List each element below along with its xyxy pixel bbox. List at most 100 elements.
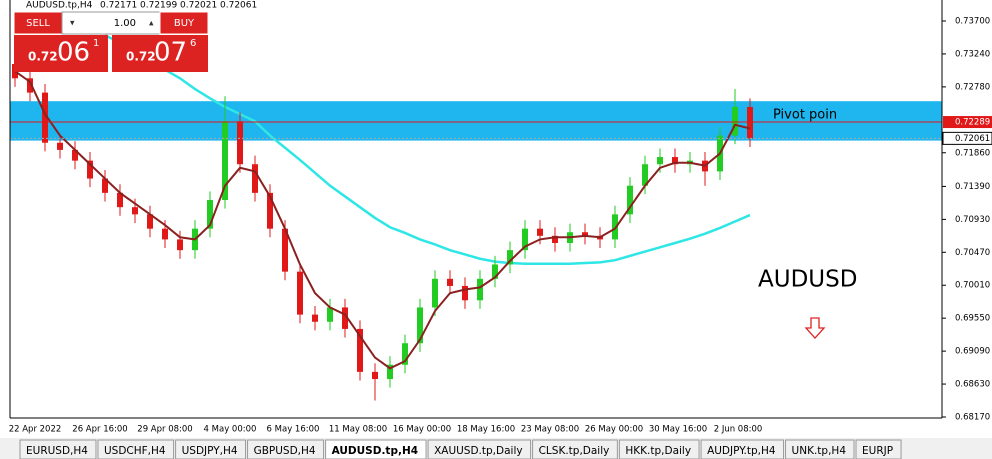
tab-label: USDJPY,H4 bbox=[182, 445, 238, 457]
symbol-annotation: AUDUSD bbox=[758, 267, 857, 293]
tabs: EURUSD,H4 USDCHF,H4 USDJPY,H4 GBPUSD,H4 AUDU… bbox=[19, 439, 902, 459]
candle-body bbox=[507, 250, 513, 265]
candle-body bbox=[447, 278, 453, 286]
lot-up: ▴ bbox=[149, 19, 154, 29]
candle-body bbox=[282, 228, 288, 272]
tab[interactable] bbox=[175, 439, 247, 459]
time-label: 4 May 00:00 bbox=[204, 425, 257, 435]
tab-label: GBPUSD,H4 bbox=[254, 445, 316, 457]
time-label: 29 Apr 08:00 bbox=[137, 425, 192, 435]
candle-body bbox=[672, 157, 678, 165]
tab[interactable] bbox=[97, 439, 175, 459]
sell-price-small: 1 bbox=[93, 38, 99, 49]
lot-field[interactable] bbox=[61, 11, 161, 35]
header-ohlc-value: 0.72171 bbox=[100, 1, 137, 11]
candle-body bbox=[222, 121, 228, 201]
tab-label: EURJP bbox=[862, 445, 893, 457]
sell-price-big: 06 bbox=[57, 38, 90, 68]
buy-price-big: 07 bbox=[154, 38, 187, 68]
candle-body bbox=[27, 78, 33, 93]
price-tick-label: 0.70930 bbox=[955, 215, 990, 225]
candle-body bbox=[582, 232, 588, 236]
candle-body bbox=[312, 314, 318, 322]
price-tick-label: 0.70010 bbox=[955, 281, 990, 291]
candle-body bbox=[642, 164, 648, 186]
candle-body bbox=[432, 278, 438, 308]
buy-price-box[interactable] bbox=[112, 35, 208, 72]
tab[interactable] bbox=[325, 439, 427, 459]
buy-price-small: 6 bbox=[190, 38, 196, 49]
tab[interactable] bbox=[532, 439, 618, 459]
current-price-label: 0.72061 bbox=[955, 134, 990, 144]
candle-body bbox=[387, 364, 393, 380]
tab-label: XAUUSD.tp,Daily bbox=[434, 445, 523, 457]
candle-body bbox=[42, 92, 48, 143]
candle-body bbox=[207, 200, 213, 229]
time-label: 16 May 00:00 bbox=[393, 425, 451, 435]
header-symbol: AUDUSD.tp,H4 bbox=[26, 1, 93, 11]
candle-body bbox=[327, 307, 333, 322]
lot-value: 1.00 bbox=[114, 18, 136, 29]
candle-body bbox=[357, 328, 363, 372]
plot: Pivot poin bbox=[10, 34, 942, 401]
tab-label: AUDUSD.tp,H4 bbox=[332, 445, 418, 457]
candle-body bbox=[462, 285, 468, 301]
price-tick-label: 0.71860 bbox=[955, 148, 990, 158]
time-label: 30 May 16:00 bbox=[649, 425, 707, 435]
header-ohlc-value: 0.72199 bbox=[140, 1, 177, 11]
candle-body bbox=[147, 214, 153, 229]
pivot-price-box bbox=[943, 116, 992, 129]
candle-body bbox=[132, 207, 138, 215]
candle-body bbox=[657, 157, 663, 165]
candle-body bbox=[522, 228, 528, 251]
tab[interactable] bbox=[700, 439, 785, 459]
tab[interactable] bbox=[427, 439, 532, 459]
tab[interactable] bbox=[19, 439, 97, 459]
pivot-price-label: 0.72289 bbox=[955, 118, 990, 128]
buy-price-prefix: 0.72 bbox=[126, 50, 156, 64]
candle-body bbox=[732, 106, 738, 136]
candle-body bbox=[252, 164, 258, 193]
price-tick-label: 0.70470 bbox=[955, 248, 990, 258]
tab-label: EURUSD,H4 bbox=[26, 445, 88, 457]
candle-body bbox=[102, 178, 108, 193]
tab-label: HKK.tp,Daily bbox=[625, 445, 691, 457]
candle-body bbox=[372, 371, 378, 380]
candle-body bbox=[267, 192, 273, 229]
price-tick-label: 0.68170 bbox=[955, 413, 990, 423]
tab[interactable] bbox=[855, 439, 902, 459]
header-ohlc-value: 0.72061 bbox=[220, 1, 257, 11]
header-ohlc-value: 0.72021 bbox=[180, 1, 217, 11]
price-tick-label: 0.73240 bbox=[955, 49, 990, 59]
lot-down: ▾ bbox=[70, 19, 75, 29]
tab[interactable] bbox=[618, 439, 700, 459]
time-label: 26 Apr 16:00 bbox=[72, 425, 127, 435]
sell-price-prefix: 0.72 bbox=[28, 50, 58, 64]
tab[interactable] bbox=[785, 439, 855, 459]
candle-body bbox=[117, 192, 123, 208]
tab-label: CLSK.tp,Daily bbox=[539, 445, 610, 457]
candle-body bbox=[627, 185, 633, 215]
buy-label: BUY bbox=[174, 18, 195, 29]
pivot-name: Pivot poin bbox=[773, 108, 837, 123]
price-tick-label: 0.69550 bbox=[955, 314, 990, 324]
candle-body bbox=[477, 278, 483, 301]
candle-body bbox=[552, 235, 558, 243]
tab-label: UNK.tp,H4 bbox=[792, 445, 847, 457]
candle-body bbox=[87, 160, 93, 179]
time-label: 26 May 00:00 bbox=[585, 425, 643, 435]
pivot-zone bbox=[10, 101, 942, 141]
ma-slow bbox=[104, 34, 751, 266]
sell-price-box[interactable] bbox=[14, 35, 108, 72]
price-tick-label: 0.73700 bbox=[955, 17, 990, 27]
candle-body bbox=[297, 271, 303, 315]
candle-body bbox=[402, 343, 408, 365]
ma-fast bbox=[14, 70, 751, 370]
time-label: 23 May 08:00 bbox=[521, 425, 579, 435]
buy-button[interactable] bbox=[159, 11, 209, 35]
candle-body bbox=[492, 264, 498, 279]
time-label: 22 Apr 2022 bbox=[9, 425, 62, 435]
time-label: 11 May 08:00 bbox=[329, 425, 387, 435]
tab[interactable] bbox=[247, 439, 325, 459]
